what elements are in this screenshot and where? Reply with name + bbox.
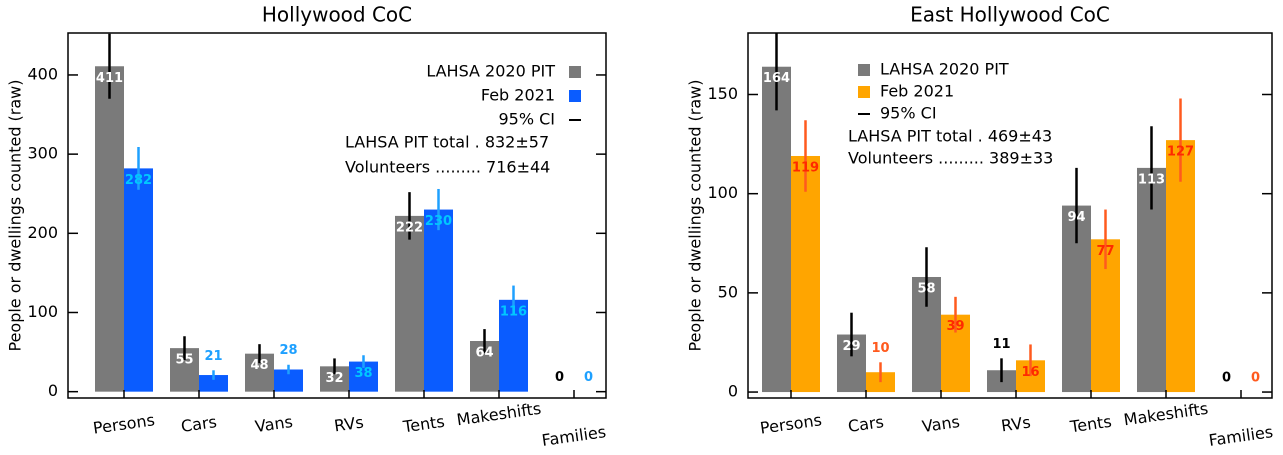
x-tick-label: Cars <box>847 412 885 436</box>
x-tick-label: Vans <box>254 412 294 436</box>
panel: Hollywood CoC People or dwellings counted… <box>6 3 608 450</box>
bar <box>1166 140 1195 393</box>
value-label: 16 <box>1021 365 1039 380</box>
x-tick-label: Families <box>541 422 608 450</box>
bar <box>395 215 424 392</box>
value-label: 119 <box>792 160 819 175</box>
x-tick-label: Families <box>1208 422 1275 450</box>
legend-label: Feb 2021 <box>880 82 954 101</box>
value-label: 38 <box>354 366 372 381</box>
legend-label: Feb 2021 <box>481 86 555 105</box>
value-label: 0 <box>1251 371 1260 386</box>
bar <box>124 168 153 392</box>
annotation: Volunteers ......... 716±44 <box>345 158 550 177</box>
value-label: 28 <box>279 343 297 358</box>
bar <box>424 209 453 392</box>
y-tick-label: 100 <box>707 183 738 202</box>
value-label: 282 <box>125 173 152 188</box>
plot-frame <box>747 32 1273 399</box>
y-tick-label: 0 <box>48 381 58 400</box>
panel: East Hollywood CoC People or dwellings co… <box>686 3 1275 450</box>
value-label: 222 <box>396 220 423 235</box>
bar <box>95 66 124 392</box>
value-label: 32 <box>325 371 343 386</box>
legend-marker <box>569 66 581 78</box>
x-tick-label: Cars <box>180 412 218 436</box>
annotation: LAHSA PIT total . 832±57 <box>345 133 549 152</box>
y-tick-label: 200 <box>27 223 58 242</box>
x-tick-label: Persons <box>759 410 823 437</box>
y-tick-label: 400 <box>27 64 58 83</box>
plot-frame <box>67 32 607 399</box>
x-tick-label: Vans <box>921 412 961 436</box>
bar <box>274 369 303 392</box>
value-label: 48 <box>250 358 268 373</box>
legend-label: 95% CI <box>880 104 937 123</box>
labels: 411 282 55 21 48 28 32 38 222 230 64 116 0 0 <box>96 71 593 386</box>
value-label: 11 <box>992 337 1010 352</box>
value-label: 113 <box>1138 172 1165 187</box>
value-label: 230 <box>425 214 452 229</box>
value-label: 64 <box>475 345 493 360</box>
value-label: 0 <box>1222 371 1231 386</box>
value-label: 116 <box>500 304 527 319</box>
bar <box>499 299 528 392</box>
x-tick-label: Persons <box>92 410 156 437</box>
value-label: 127 <box>1167 145 1194 160</box>
chart-title: Hollywood CoC <box>262 3 412 27</box>
value-label: 411 <box>96 71 123 86</box>
legend-label: LAHSA 2020 PIT <box>880 60 1009 79</box>
x-tick-label: Tents <box>1068 412 1113 437</box>
value-label: 0 <box>555 370 564 385</box>
value-label: 10 <box>871 341 889 356</box>
plot <box>95 33 528 392</box>
legend-marker <box>858 64 870 76</box>
x-tick-label: Makeshifts <box>1122 399 1209 430</box>
legend-marker <box>569 90 581 102</box>
y-axis-label: People or dwellings counted (raw) <box>686 79 705 351</box>
x-tick-label: RVs <box>1000 413 1032 436</box>
y-tick-label: 50 <box>718 282 738 301</box>
value-label: 77 <box>1096 244 1114 259</box>
y-tick-label: 0 <box>728 382 738 401</box>
chart-title: East Hollywood CoC <box>910 3 1110 27</box>
legend-label: 95% CI <box>498 110 555 129</box>
bar <box>791 155 820 393</box>
value-label: 0 <box>584 370 593 385</box>
y-axis-label: People or dwellings counted (raw) <box>6 79 25 351</box>
y-tick-label: 150 <box>707 84 738 103</box>
y-tick-label: 100 <box>27 302 58 321</box>
value-label: 21 <box>204 349 222 364</box>
annotation: Volunteers ......... 389±33 <box>848 149 1053 168</box>
value-label: 94 <box>1067 210 1085 225</box>
value-label: 39 <box>946 319 964 334</box>
y-tick-label: 300 <box>27 144 58 163</box>
x-tick-label: RVs <box>333 413 365 436</box>
x-tick-label: Makeshifts <box>455 399 542 430</box>
value-label: 29 <box>842 339 860 354</box>
value-label: 55 <box>175 353 193 368</box>
bar <box>762 66 791 393</box>
value-label: 58 <box>917 281 935 296</box>
legend-marker <box>858 86 870 98</box>
legend-label: LAHSA 2020 PIT <box>426 62 555 81</box>
value-label: 164 <box>763 71 790 86</box>
annotation: LAHSA PIT total . 469±43 <box>848 127 1052 146</box>
bar <box>199 375 228 392</box>
plot <box>762 33 1195 393</box>
x-tick-label: Tents <box>401 412 446 437</box>
